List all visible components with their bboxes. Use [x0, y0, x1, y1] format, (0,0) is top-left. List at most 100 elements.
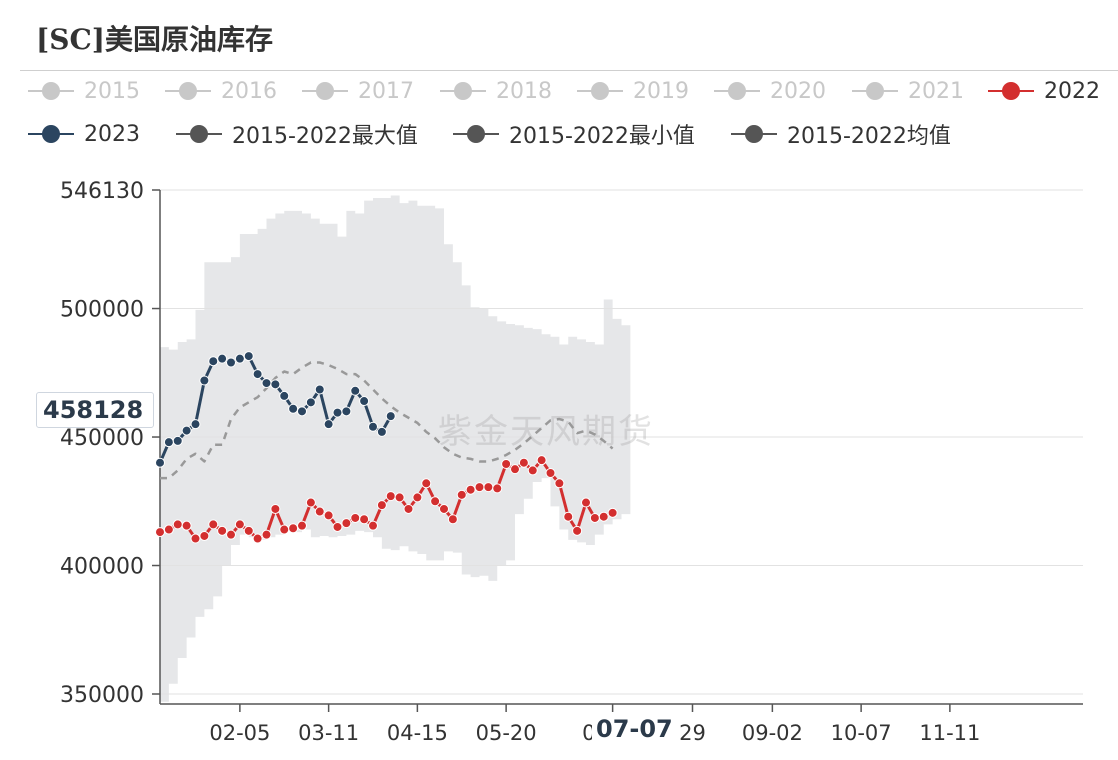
legend-item-2015-2022-[interactable]: 2015-2022最大值 — [174, 119, 418, 149]
data-point[interactable] — [199, 375, 210, 386]
data-point[interactable] — [305, 397, 316, 408]
data-point[interactable] — [243, 351, 254, 362]
data-point[interactable] — [297, 406, 307, 417]
x-tick-label: 10-07 — [831, 721, 892, 745]
legend-label: 2019 — [633, 78, 689, 104]
data-point[interactable] — [607, 507, 618, 518]
axes: 546130 500000 450000 400000 350000 02-05 03-11… — [60, 179, 1083, 745]
data-point[interactable] — [314, 506, 325, 517]
data-point[interactable] — [385, 411, 396, 422]
data-point[interactable] — [172, 519, 183, 530]
y-tick-label: 450000 — [60, 426, 144, 451]
data-point[interactable] — [359, 396, 370, 407]
data-point[interactable] — [403, 503, 414, 514]
legend-item-2017[interactable]: 2017 — [300, 76, 414, 106]
data-point[interactable] — [572, 525, 583, 536]
data-point[interactable] — [261, 378, 272, 389]
data-point[interactable] — [261, 529, 272, 540]
data-point[interactable] — [474, 482, 485, 493]
data-point[interactable] — [412, 492, 423, 503]
data-point[interactable] — [208, 356, 219, 367]
data-point[interactable] — [385, 491, 396, 502]
data-point[interactable] — [288, 523, 299, 534]
data-point[interactable] — [589, 512, 600, 523]
data-point[interactable] — [155, 527, 165, 538]
data-point[interactable] — [341, 406, 352, 417]
data-point[interactable] — [252, 369, 263, 380]
data-point[interactable] — [190, 419, 201, 430]
data-point[interactable] — [368, 520, 378, 531]
legend-item-2021[interactable]: 2021 — [850, 76, 964, 106]
data-point[interactable] — [234, 353, 245, 364]
data-point[interactable] — [181, 520, 192, 531]
y-tick-label: 400000 — [60, 555, 144, 580]
legend-item-2015-2022-[interactable]: 2015-2022最小值 — [451, 119, 695, 149]
data-point[interactable] — [376, 426, 387, 437]
data-point[interactable] — [234, 519, 245, 530]
data-point[interactable] — [323, 419, 334, 430]
data-point[interactable] — [492, 483, 503, 494]
data-point[interactable] — [581, 497, 591, 508]
legend-item-2016[interactable]: 2016 — [163, 76, 277, 106]
legend-item-2015[interactable]: 2015 — [26, 76, 140, 106]
data-point[interactable] — [217, 353, 228, 364]
data-point[interactable] — [163, 437, 174, 448]
legend-marker-icon — [852, 82, 898, 100]
data-point[interactable] — [536, 455, 547, 466]
data-point[interactable] — [332, 407, 343, 418]
legend-marker-icon — [28, 82, 74, 100]
data-point[interactable] — [359, 514, 370, 525]
data-point[interactable] — [163, 524, 174, 535]
data-point[interactable] — [243, 525, 254, 536]
data-point[interactable] — [270, 503, 281, 514]
data-point[interactable] — [501, 459, 512, 470]
data-point[interactable] — [430, 496, 441, 507]
data-point[interactable] — [332, 521, 343, 532]
data-point[interactable] — [226, 529, 236, 540]
data-point[interactable] — [323, 510, 334, 521]
legend-item-2022[interactable]: 2022 — [986, 76, 1100, 106]
data-point[interactable] — [270, 379, 281, 390]
data-point[interactable] — [350, 512, 361, 523]
data-point[interactable] — [465, 484, 476, 495]
data-point[interactable] — [421, 478, 432, 489]
data-point[interactable] — [447, 514, 458, 525]
data-point[interactable] — [279, 390, 290, 401]
data-point[interactable] — [297, 520, 307, 531]
legend-item-2019[interactable]: 2019 — [575, 76, 689, 106]
data-point[interactable] — [172, 435, 183, 446]
data-point[interactable] — [527, 465, 538, 476]
legend-item-2015-2022-[interactable]: 2015-2022均值 — [729, 119, 951, 149]
data-point[interactable] — [288, 403, 299, 414]
data-point[interactable] — [545, 468, 556, 479]
data-point[interactable] — [394, 492, 405, 503]
data-point[interactable] — [376, 500, 387, 511]
data-point[interactable] — [510, 464, 520, 475]
data-point[interactable] — [305, 497, 316, 508]
data-point[interactable] — [279, 524, 290, 535]
data-point[interactable] — [181, 425, 192, 436]
data-point[interactable] — [217, 525, 228, 536]
legend-item-2023[interactable]: 2023 — [26, 119, 140, 149]
legend-item-2020[interactable]: 2020 — [712, 76, 826, 106]
chart-title: [SC]美国原油库存 — [36, 23, 274, 56]
data-point[interactable] — [314, 384, 325, 395]
data-point[interactable] — [252, 533, 263, 544]
data-point[interactable] — [518, 457, 529, 468]
data-point[interactable] — [368, 421, 378, 432]
data-point[interactable] — [439, 503, 449, 514]
data-point[interactable] — [598, 511, 609, 522]
data-point[interactable] — [208, 519, 219, 530]
data-point[interactable] — [350, 385, 361, 396]
legend-item-2018[interactable]: 2018 — [438, 76, 552, 106]
data-point[interactable] — [456, 489, 467, 500]
data-point[interactable] — [563, 511, 574, 522]
data-point[interactable] — [483, 482, 494, 493]
data-point[interactable] — [226, 357, 236, 368]
data-point[interactable] — [199, 530, 210, 541]
data-point[interactable] — [554, 478, 565, 489]
data-point[interactable] — [190, 533, 201, 544]
data-point[interactable] — [341, 518, 352, 529]
data-point[interactable] — [155, 457, 165, 468]
